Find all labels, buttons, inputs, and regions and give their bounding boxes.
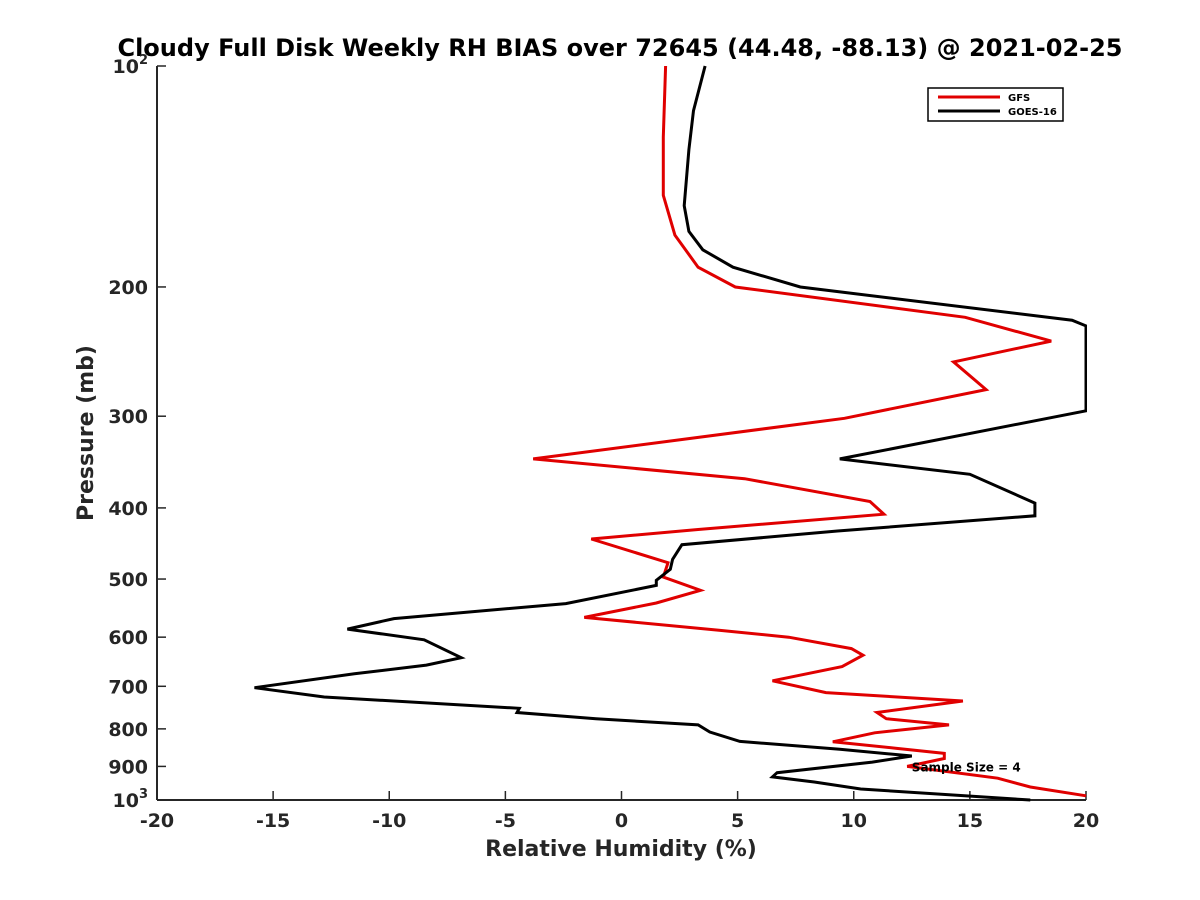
x-tick-label: 10 xyxy=(841,810,867,832)
y-tick-label: 800 xyxy=(108,719,148,741)
sample-size-annotation: Sample Size = 4 xyxy=(912,760,1021,774)
y-tick-label: 500 xyxy=(108,569,148,591)
y-tick-label: 900 xyxy=(108,756,148,778)
y-tick-base: 10 xyxy=(113,790,139,812)
legend: GFS GOES-16 xyxy=(927,87,1064,122)
y-axis-label: Pressure (mb) xyxy=(74,345,99,521)
y-tick-label: 700 xyxy=(108,676,148,698)
y-tick-label: 103 xyxy=(113,787,149,812)
x-axis-label: Relative Humidity (%) xyxy=(485,837,757,862)
y-tick-exponent: 2 xyxy=(139,53,148,68)
y-tick-label: 200 xyxy=(108,277,148,299)
y-tick-label: 400 xyxy=(108,498,148,520)
y-tick-label: 102 xyxy=(113,53,149,78)
legend-box xyxy=(927,87,1064,122)
chart-title: Cloudy Full Disk Weekly RH BIAS over 726… xyxy=(117,34,1122,62)
y-tick-label: 300 xyxy=(108,406,148,428)
y-tick-label: 600 xyxy=(108,627,148,649)
x-tick-label: -10 xyxy=(372,810,406,832)
x-axis: -20 -15 -10 -5 0 5 10 15 20 xyxy=(140,791,1099,832)
x-tick-label: 0 xyxy=(615,810,628,832)
x-tick-label: -20 xyxy=(140,810,174,832)
legend-label: GOES-16 xyxy=(1008,107,1057,118)
legend-label: GFS xyxy=(1008,93,1030,104)
y-tick-base: 10 xyxy=(113,56,139,78)
x-tick-label: -5 xyxy=(495,810,516,832)
series-line-goes-16 xyxy=(254,65,1087,802)
x-tick-label: 5 xyxy=(731,810,744,832)
x-tick-label: 20 xyxy=(1073,810,1099,832)
x-tick-label: 15 xyxy=(957,810,983,832)
x-tick-label: -15 xyxy=(256,810,290,832)
series-lines xyxy=(254,65,1087,802)
series-line-gfs xyxy=(533,65,1087,798)
y-tick-exponent: 3 xyxy=(139,787,148,802)
